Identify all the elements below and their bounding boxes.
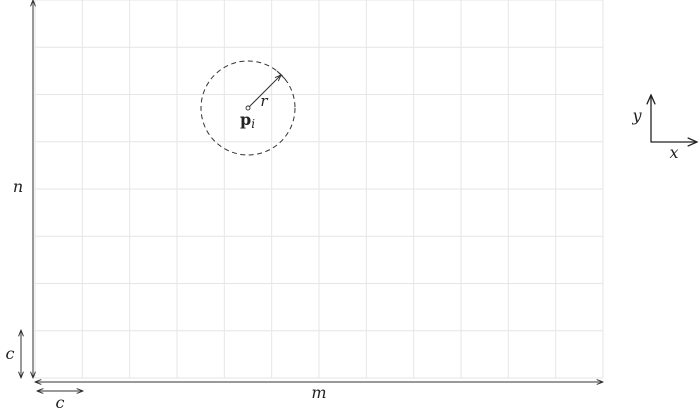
n-label: n (13, 177, 23, 196)
r-label: r (260, 92, 268, 110)
point-label-sub: i (251, 117, 255, 131)
c-horizontal-label: c (56, 393, 65, 412)
background-grid (35, 0, 603, 378)
axes-x-label: x (669, 143, 678, 162)
m-label: m (311, 383, 326, 402)
c-vertical-label: c (6, 344, 15, 363)
point-label: pi (240, 110, 255, 131)
axes-y-label: y (631, 106, 642, 125)
point-label-base: p (240, 110, 251, 129)
